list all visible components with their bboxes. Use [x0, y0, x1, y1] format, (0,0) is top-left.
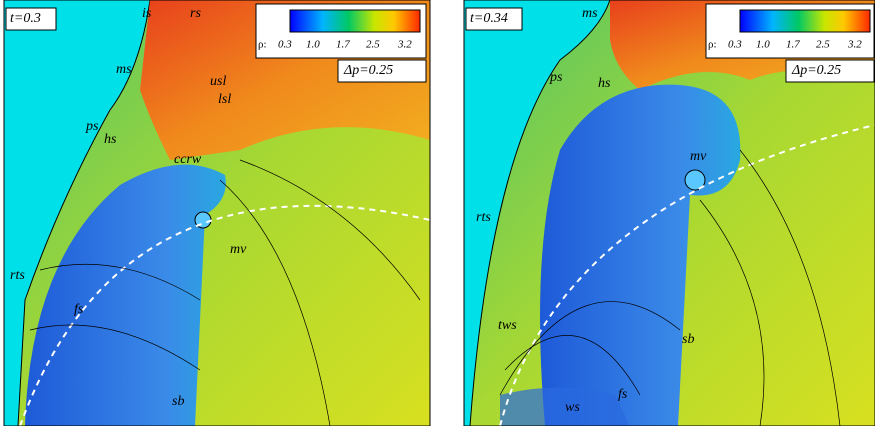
colorbar-tick: 2.5 [816, 39, 830, 51]
colorbar-tick: 1.7 [786, 39, 800, 51]
figure: t=0.3 ρ: 0.3 1.0 1.7 2.5 3.2 Δp=0.25 is … [0, 0, 875, 426]
label: rts [476, 210, 491, 225]
label: hs [104, 132, 117, 147]
label: usl [210, 74, 226, 89]
label: sb [172, 394, 184, 409]
label: is [142, 6, 152, 21]
pressure: Δp=0.25 [343, 63, 393, 78]
label: hs [598, 76, 611, 91]
label: ccrw [174, 152, 202, 167]
colorbar-tick: 0.3 [278, 39, 292, 51]
label: ps [85, 119, 99, 134]
label: rs [190, 6, 201, 21]
label: rts [10, 268, 25, 283]
label: mv [230, 242, 247, 257]
label: sb [682, 332, 694, 347]
colorbar-tick: 2.5 [366, 39, 380, 51]
time: t=0.34 [470, 11, 508, 26]
pressure: Δp=0.25 [791, 63, 841, 78]
label: fs [618, 387, 628, 402]
colorbar-label: ρ: [708, 39, 717, 51]
label: tws [498, 318, 517, 333]
time: t=0.3 [10, 11, 41, 26]
colorbar-tick: 1.7 [336, 39, 350, 51]
colorbar [290, 10, 420, 32]
label: mv [690, 149, 707, 164]
colorbar-tick: 1.0 [306, 39, 320, 51]
label: ps [549, 70, 563, 85]
label: fs [74, 302, 84, 317]
colorbar-label: ρ: [258, 39, 267, 51]
colorbar-tick: 0.3 [728, 39, 742, 51]
label: ms [116, 62, 132, 77]
colorbar-tick: 3.2 [397, 39, 412, 51]
colorbar [740, 10, 870, 32]
label: ms [582, 6, 598, 21]
colorbar-tick: 3.2 [847, 39, 862, 51]
colorbar-tick: 1.0 [756, 39, 770, 51]
label: lsl [218, 92, 231, 107]
label: ws [565, 400, 580, 415]
